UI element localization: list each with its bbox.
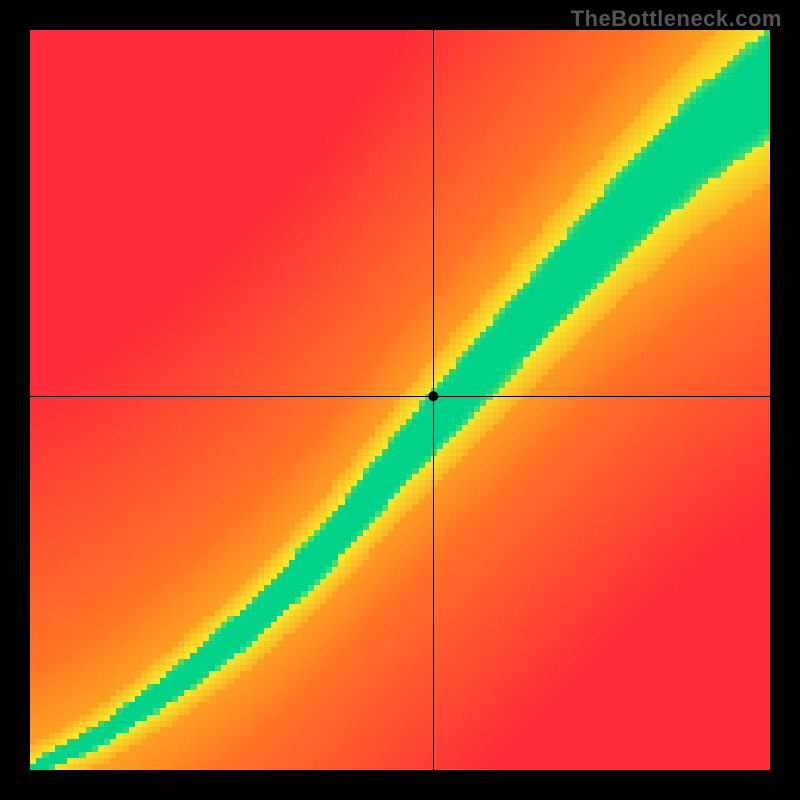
crosshair-overlay bbox=[30, 30, 770, 770]
watermark-text: TheBottleneck.com bbox=[571, 6, 782, 32]
